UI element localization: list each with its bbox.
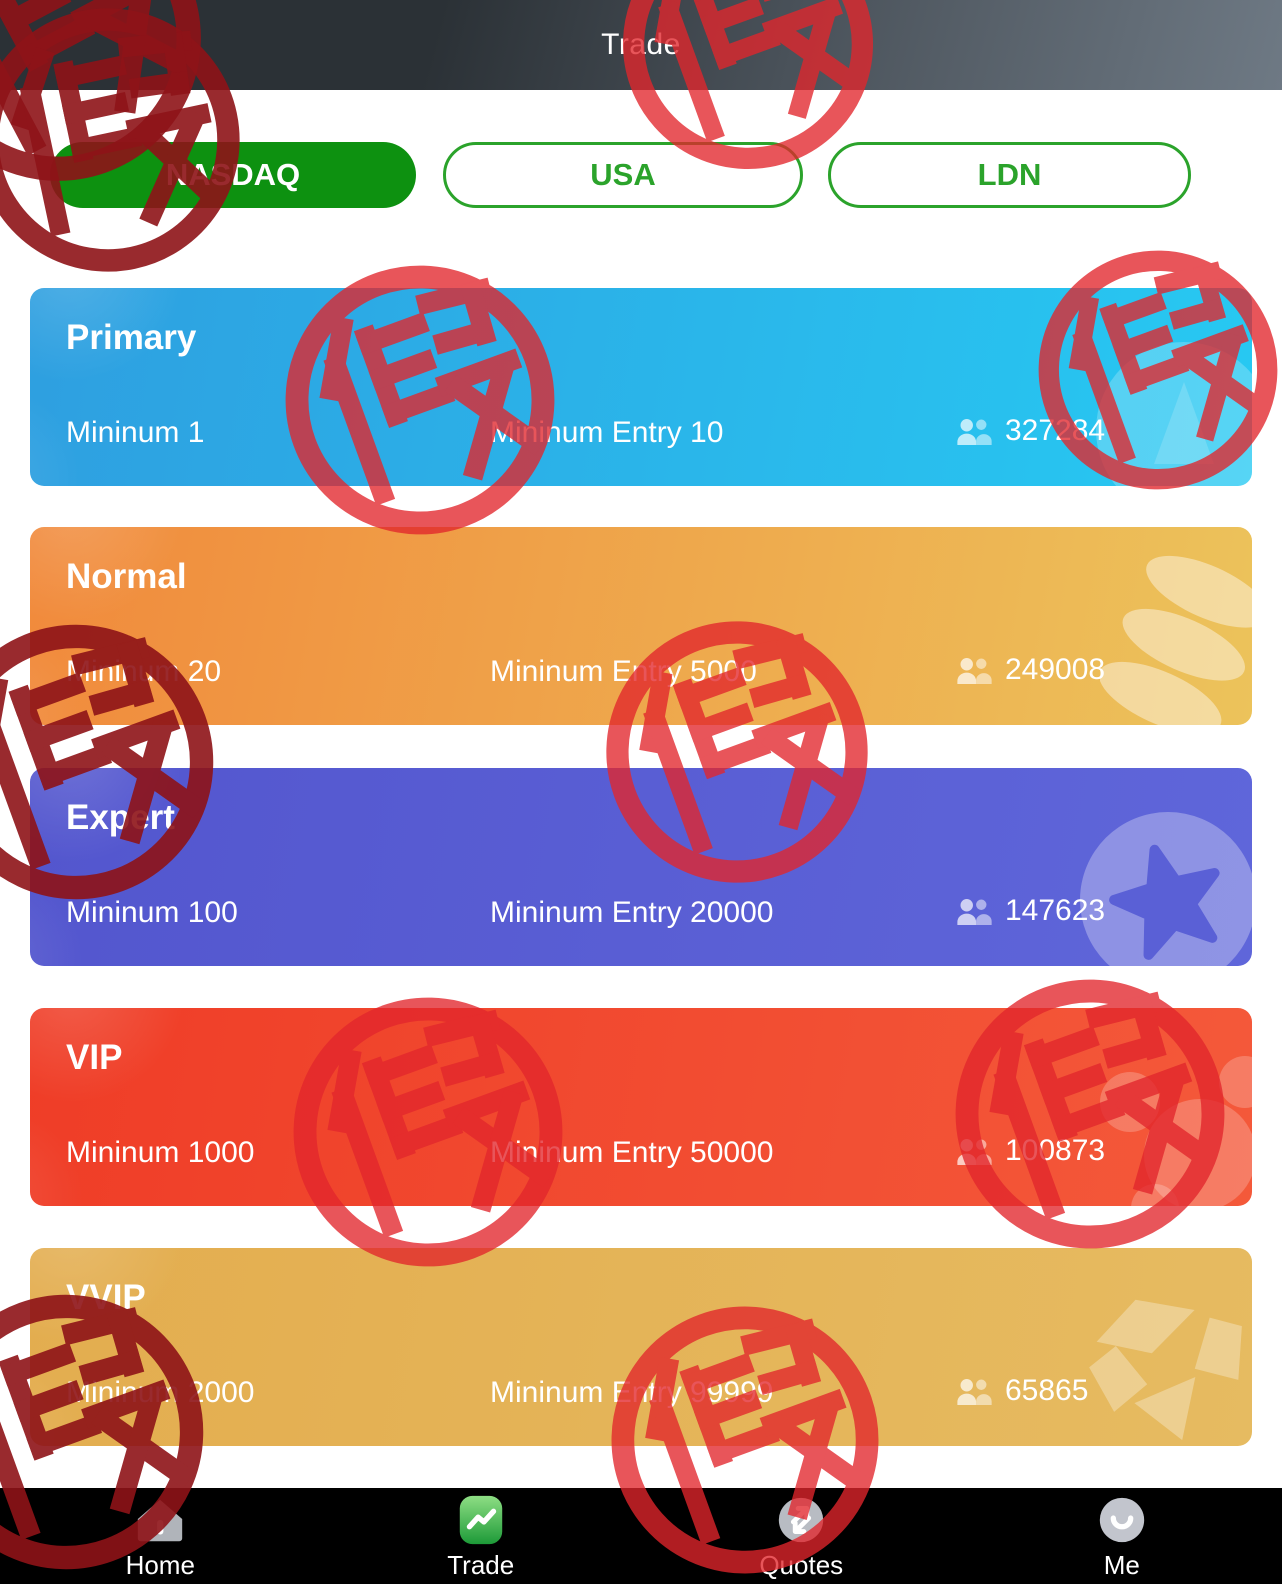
nav-item-trade[interactable]: Trade: [321, 1488, 642, 1584]
star-icon: [1080, 812, 1252, 966]
card-minimum: Mininum 2000: [66, 1376, 255, 1409]
card-player-count: 100873: [955, 1134, 1105, 1168]
player-count-value: 327284: [1005, 414, 1106, 447]
player-count-value: 147623: [1005, 894, 1106, 927]
card-min-entry: Mininum Entry 20000: [490, 896, 774, 929]
people-icon: [957, 657, 992, 684]
card-min-entry: Mininum Entry 5000: [490, 655, 757, 688]
room-card-vvip[interactable]: VVIP Mininum 2000 Mininum Entry 99999 65…: [30, 1248, 1252, 1446]
card-title: Primary: [66, 318, 197, 357]
player-count-value: 249008: [1005, 653, 1106, 686]
nav-label: Trade: [447, 1550, 515, 1580]
tab-ldn[interactable]: LDN: [828, 142, 1191, 208]
card-player-count: 327284: [955, 414, 1105, 448]
nav-label: Home: [125, 1550, 195, 1580]
market-tabs: NASDAQ USA LDN: [0, 142, 1282, 208]
card-player-count: 249008: [955, 653, 1105, 687]
card-minimum: Mininum 1000: [66, 1136, 255, 1169]
card-min-entry: Mininum Entry 10: [490, 416, 724, 449]
card-minimum: Mininum 1: [66, 416, 205, 449]
nav-item-me[interactable]: Me: [962, 1488, 1282, 1584]
room-card-expert[interactable]: Expert Mininum 100 Mininum Entry 20000 1…: [30, 768, 1252, 966]
tab-nasdaq[interactable]: NASDAQ: [50, 142, 416, 208]
player-count-value: 65865: [1005, 1374, 1089, 1407]
player-count-value: 100873: [1005, 1134, 1106, 1167]
card-player-count: 65865: [955, 1374, 1088, 1408]
people-icon: [957, 1378, 992, 1405]
card-min-entry: Mininum Entry 99999: [490, 1376, 774, 1409]
people-icon: [957, 1138, 992, 1165]
page-title: Trade: [601, 28, 681, 61]
card-player-count: 147623: [955, 894, 1105, 928]
room-card-primary[interactable]: Primary Mininum 1 Mininum Entry 10 32728…: [30, 288, 1252, 486]
trade-chart-icon: [459, 1495, 502, 1545]
card-minimum: Mininum 20: [66, 655, 222, 688]
nav-item-quotes[interactable]: Quotes: [641, 1488, 962, 1584]
nav-label: Quotes: [759, 1550, 844, 1580]
me-smile-icon: [1099, 1497, 1144, 1543]
card-minimum: Mininum 100: [66, 896, 238, 929]
quotes-exchange-icon: [779, 1497, 824, 1543]
badge-icon: [1096, 342, 1252, 486]
bottom-nav: Home Trade Quotes: [0, 1488, 1282, 1584]
nav-item-home[interactable]: Home: [0, 1488, 321, 1584]
room-card-normal[interactable]: Normal Mininum 20 Mininum Entry 5000 249…: [30, 527, 1252, 725]
card-title: VVIP: [66, 1278, 146, 1317]
card-title: Expert: [66, 798, 175, 837]
diamond-icon: [1089, 1299, 1242, 1441]
crown-icon: [1100, 1056, 1252, 1206]
card-title: VIP: [66, 1038, 123, 1077]
room-card-vip[interactable]: VIP Mininum 1000 Mininum Entry 50000 100…: [30, 1008, 1252, 1206]
card-min-entry: Mininum Entry 50000: [490, 1136, 774, 1169]
tab-usa[interactable]: USA: [443, 142, 803, 208]
people-icon: [957, 418, 992, 445]
nav-label: Me: [1103, 1550, 1140, 1580]
people-icon: [957, 898, 992, 925]
header: Trade: [0, 0, 1282, 90]
card-title: Normal: [66, 557, 187, 596]
home-icon: [138, 1499, 183, 1542]
